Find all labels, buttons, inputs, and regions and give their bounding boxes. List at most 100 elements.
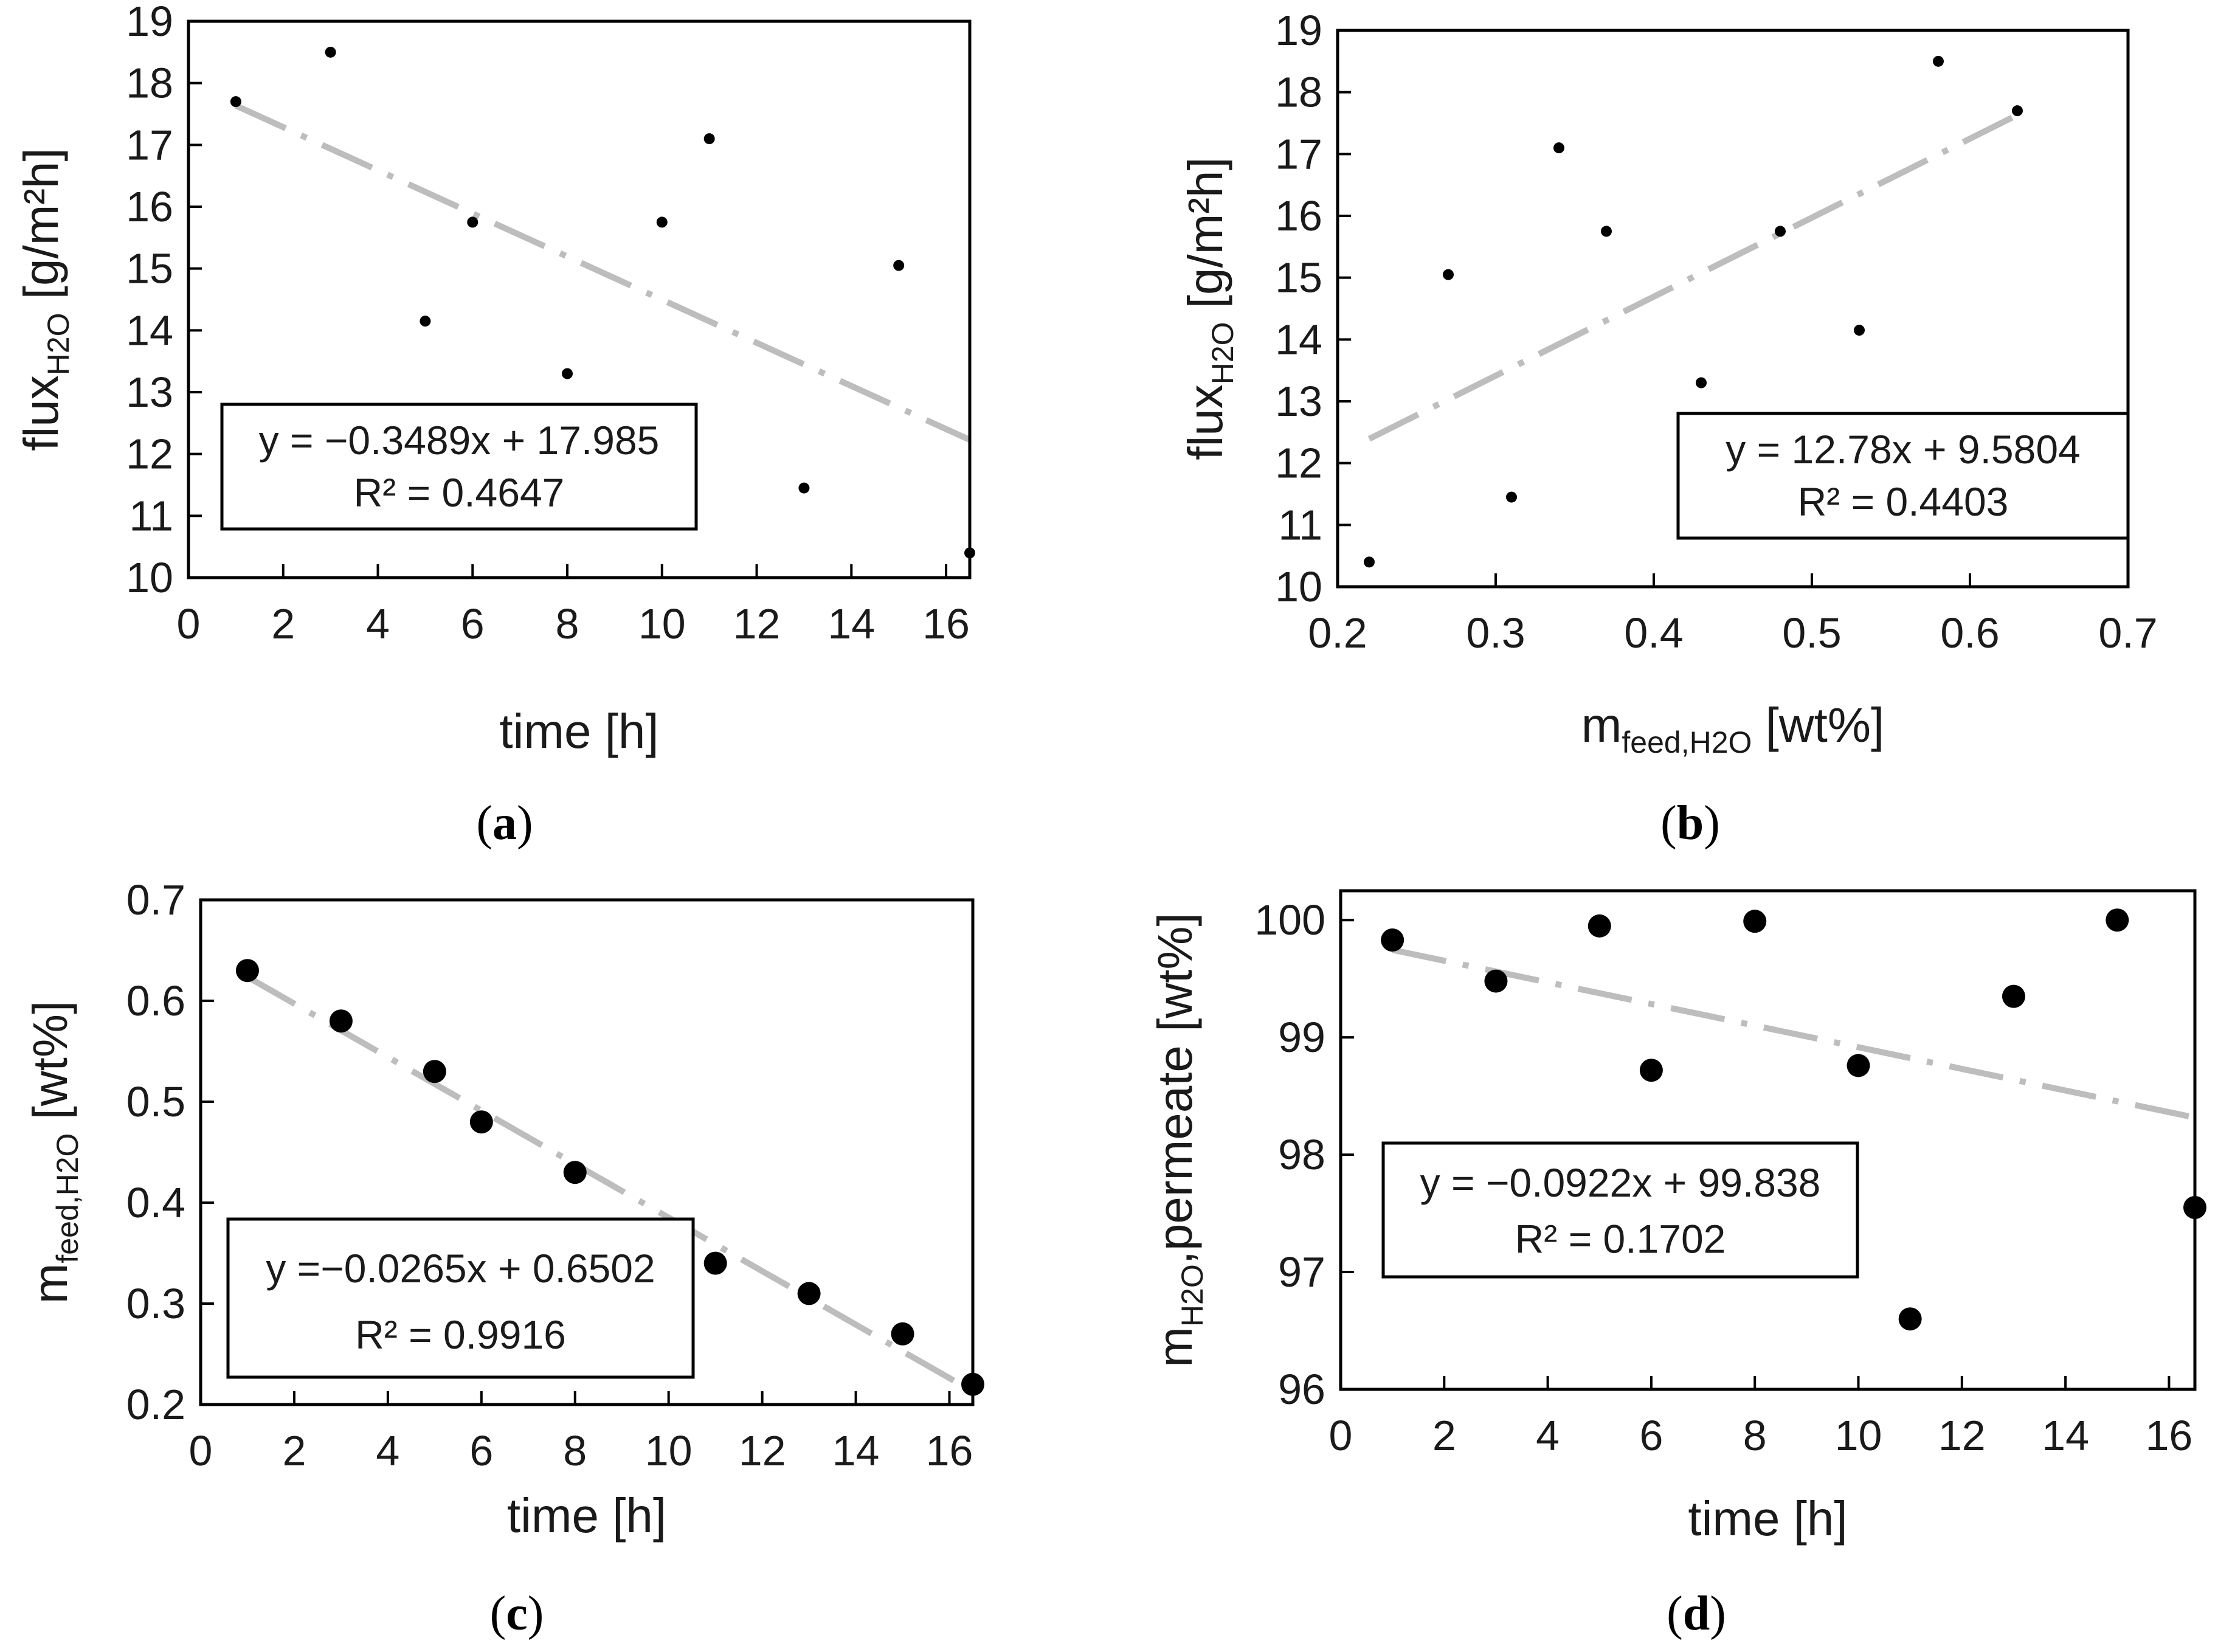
panel-caption: (b) (1660, 797, 1720, 850)
data-point (1553, 142, 1564, 154)
data-point (1933, 55, 1944, 67)
plot-frame (1339, 889, 2197, 1391)
r-squared-text: R² = 0.4403 (1798, 479, 2009, 524)
trendline (234, 103, 972, 443)
x-tick-label: 0.6 (1940, 609, 1999, 657)
trendline (1392, 947, 2196, 1121)
data-point (2002, 984, 2025, 1008)
data-point (2012, 105, 2023, 117)
y-tick-label: 15 (1275, 254, 1322, 302)
x-tick-label: 14 (2042, 1412, 2089, 1459)
y-tick-label: 19 (126, 0, 173, 45)
data-point (562, 368, 573, 379)
chart-a: 0 2 4 6 8 10 12 14 16 10 11 12 13 14 15 16 17 18 19 y = −0.… (14, 0, 975, 850)
data-point (467, 216, 478, 228)
x-tick-label: 0.2 (1308, 609, 1367, 657)
y-tick-label: 19 (1275, 7, 1322, 54)
data-point (1381, 928, 1404, 952)
data-point (1364, 556, 1375, 568)
data-point (1639, 1059, 1663, 1082)
plot-frame (1336, 29, 2130, 589)
data-point (420, 316, 431, 327)
x-tick-label: 0.4 (1624, 609, 1683, 657)
x-tick-label: 6 (469, 1427, 493, 1474)
x-tick-label: 12 (1938, 1412, 1986, 1459)
plot-frame (199, 898, 975, 1406)
x-tick-label: 2 (1432, 1412, 1456, 1459)
y-tick-label: 11 (1278, 501, 1322, 548)
y-tick-label: 100 (1254, 896, 1325, 944)
y-tick-label: 14 (1275, 316, 1322, 363)
x-axis-label: time [h] (499, 704, 658, 758)
y-tick-label: 16 (1275, 192, 1322, 240)
y-tick-label: 0.2 (126, 1381, 185, 1428)
x-tick-label: 8 (563, 1427, 587, 1474)
y-tick-label: 0.5 (126, 1078, 185, 1125)
panel-caption: (c) (490, 1587, 544, 1640)
x-axis-label: mfeed,H2O [wt%] (1581, 698, 1884, 759)
x-tick-label: 16 (922, 600, 970, 648)
x-tick-label: 0.3 (1466, 609, 1525, 657)
r-squared-text: R² = 0.1702 (1515, 1216, 1726, 1261)
x-axis-label: time [h] (1688, 1491, 1847, 1546)
equation-text: y =−0.0265x + 0.6502 (266, 1246, 655, 1291)
x-tick-label: 12 (733, 600, 781, 648)
y-axis-label: fluxH2O [g/m²h] (1178, 157, 1240, 460)
data-point (893, 260, 905, 271)
x-tick-label: 6 (1639, 1412, 1663, 1459)
data-point (423, 1060, 446, 1083)
x-tick-label: 4 (376, 1427, 399, 1474)
x-tick-label: 4 (1536, 1412, 1560, 1459)
data-point (1696, 377, 1707, 389)
data-point (1743, 910, 1767, 933)
x-tick-label: 10 (638, 600, 686, 648)
y-tick-label: 96 (1278, 1366, 1325, 1413)
x-tick-label: 14 (827, 600, 875, 648)
x-tick-label: 0.7 (2098, 609, 2157, 657)
equation-text: y = −0.0922x + 99.838 (1420, 1160, 1821, 1205)
x-tick-label: 6 (461, 600, 485, 648)
data-point (230, 96, 241, 108)
data-point (329, 1009, 353, 1033)
data-point (469, 1110, 493, 1134)
data-point (563, 1161, 587, 1184)
x-tick-label: 0 (1329, 1412, 1353, 1459)
y-tick-label: 18 (126, 60, 173, 107)
x-tick-label: 12 (739, 1427, 786, 1474)
chart-b: 0.2 0.3 0.4 0.5 0.6 0.7 10 11 12 13 14 15 16 17 18 19 y … (1178, 7, 2158, 850)
y-tick-label: 13 (1275, 378, 1322, 425)
equation-box (226, 1217, 695, 1379)
x-tick-label: 10 (645, 1427, 693, 1474)
data-point (1775, 226, 1786, 237)
y-tick-label: 18 (1275, 69, 1322, 116)
equation-text: y = −0.3489x + 17.985 (259, 418, 660, 463)
y-axis-label: fluxH2O [g/m²h] (14, 148, 75, 451)
r-squared-text: R² = 0.9916 (355, 1312, 566, 1357)
x-tick-label: 16 (2145, 1412, 2192, 1459)
y-tick-label: 0.3 (126, 1280, 185, 1327)
y-tick-label: 15 (126, 245, 173, 292)
y-tick-label: 98 (1278, 1131, 1325, 1178)
x-tick-label: 8 (556, 600, 579, 648)
chart-c: 0 2 4 6 8 10 12 14 16 0.2 0.3 0.4 0.5 0.6 0.7 y =−0.026… (23, 876, 984, 1640)
data-point (798, 482, 810, 494)
data-point (2106, 908, 2129, 932)
x-tick-label: 2 (271, 600, 295, 648)
y-tick-label: 17 (126, 121, 173, 168)
x-tick-label: 0 (177, 600, 201, 648)
x-tick-label: 16 (926, 1427, 973, 1474)
y-tick-label: 16 (126, 183, 173, 230)
x-tick-label: 0 (189, 1427, 213, 1474)
equation-box (1676, 412, 2130, 540)
data-point (1443, 269, 1454, 280)
x-tick-label: 4 (366, 600, 390, 648)
data-point (1898, 1307, 1922, 1331)
data-point (1587, 914, 1611, 938)
trendline (1367, 112, 2019, 442)
y-axis-label: mH2O,permeate [wt%] (1148, 913, 1209, 1367)
equation-text: y = 12.78x + 9.5804 (1726, 427, 2080, 472)
plot-frame (187, 19, 972, 579)
r-squared-text: R² = 0.4647 (354, 470, 565, 515)
y-tick-label: 97 (1278, 1248, 1325, 1296)
